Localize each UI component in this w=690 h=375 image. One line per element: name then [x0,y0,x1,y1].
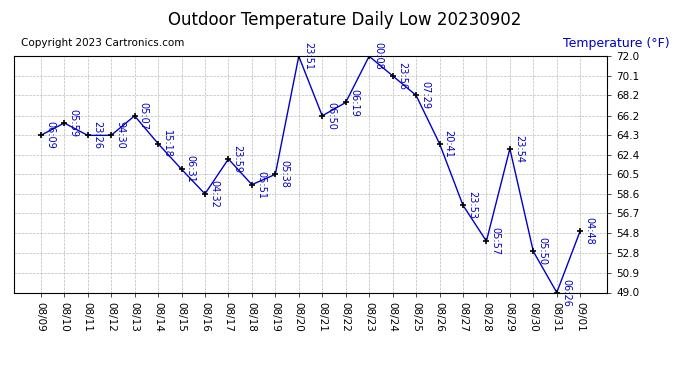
Text: 05:07: 05:07 [139,102,149,130]
Text: 05:50: 05:50 [538,237,547,266]
Text: 23:56: 23:56 [397,62,407,90]
Text: Copyright 2023 Cartronics.com: Copyright 2023 Cartronics.com [21,38,184,48]
Text: 06:09: 06:09 [45,122,55,149]
Text: 20:41: 20:41 [444,130,453,158]
Text: 94:30: 94:30 [115,122,126,149]
Text: 07:29: 07:29 [420,81,430,109]
Text: 06:31: 06:31 [186,155,196,183]
Text: 06:50: 06:50 [326,102,337,130]
Text: 15:18: 15:18 [162,130,172,158]
Text: Temperature (°F): Temperature (°F) [562,38,669,51]
Text: 05:38: 05:38 [279,160,290,188]
Text: 06:19: 06:19 [350,88,360,116]
Text: 04:32: 04:32 [209,180,219,208]
Text: 06:26: 06:26 [561,279,571,306]
Text: 23:51: 23:51 [303,42,313,70]
Text: Outdoor Temperature Daily Low 20230902: Outdoor Temperature Daily Low 20230902 [168,11,522,29]
Text: 00:08: 00:08 [373,42,384,70]
Text: 23:59: 23:59 [233,145,243,173]
Text: 23:54: 23:54 [514,135,524,163]
Text: 23:26: 23:26 [92,122,102,149]
Text: 23:53: 23:53 [467,191,477,219]
Text: 04:48: 04:48 [584,217,594,245]
Text: 05:57: 05:57 [491,227,500,255]
Text: 05:59: 05:59 [68,109,79,137]
Text: 05:51: 05:51 [256,171,266,199]
